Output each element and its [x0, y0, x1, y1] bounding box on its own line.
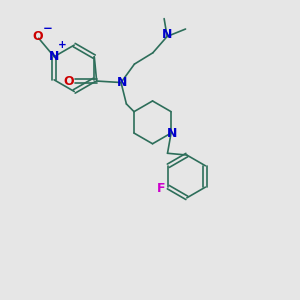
Text: N: N	[116, 76, 127, 89]
Text: N: N	[49, 50, 59, 63]
Text: −: −	[43, 22, 53, 35]
Text: N: N	[167, 127, 177, 140]
Text: O: O	[32, 30, 43, 43]
Text: +: +	[58, 40, 67, 50]
Text: F: F	[157, 182, 165, 195]
Text: O: O	[63, 74, 74, 88]
Text: N: N	[162, 28, 172, 41]
